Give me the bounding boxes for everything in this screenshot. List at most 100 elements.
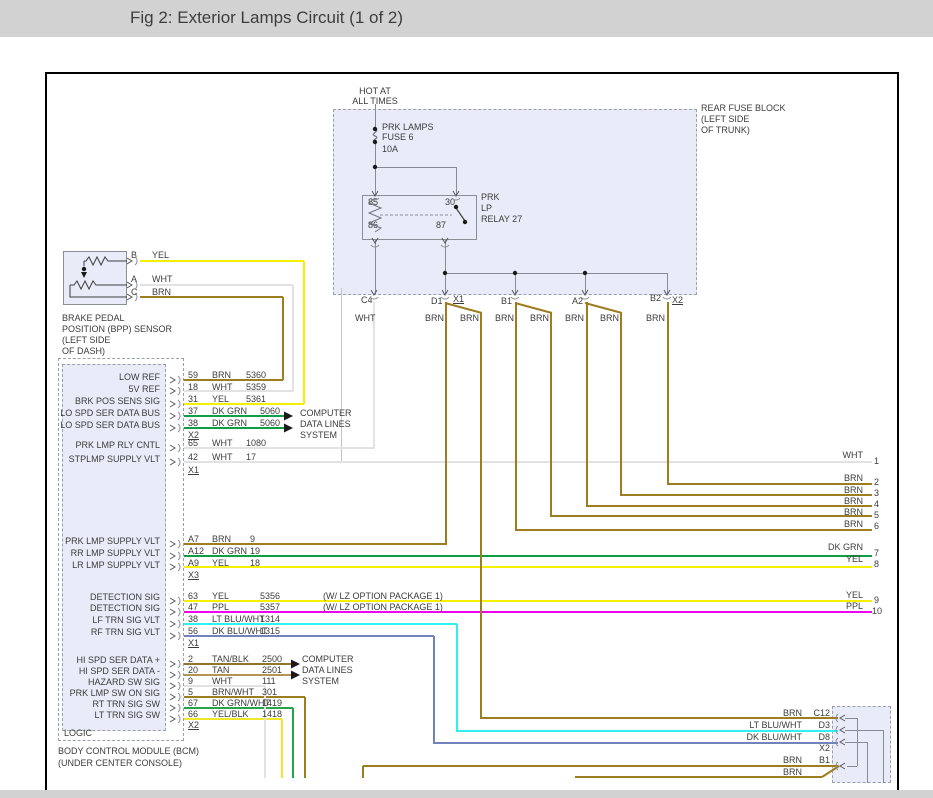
diagram-label: 66 xyxy=(188,709,199,719)
diagram-label: DK BLU/WHT xyxy=(746,732,802,742)
diagram-label: DK GRN xyxy=(212,406,248,416)
diagram-label: BRN xyxy=(530,313,550,323)
diagram-label: DK GRN/WHT xyxy=(212,698,270,708)
wire-segment xyxy=(374,104,376,129)
diagram-label: LO SPD SER DATA BUS xyxy=(60,420,160,430)
diagram-label: LOW REF xyxy=(118,372,160,382)
diagram-label: PRK LMP SUPPLY VLT xyxy=(65,536,160,546)
diagram-label: BRN xyxy=(495,313,515,323)
diagram-label: BRN xyxy=(843,519,863,529)
diagram-label: 6 xyxy=(874,521,880,531)
diagram-label: DATA LINES xyxy=(300,419,351,429)
diagram-label: 63 xyxy=(188,591,199,601)
wire-segment xyxy=(374,142,376,196)
wire-segment xyxy=(184,543,446,545)
diagram-label: 47 xyxy=(188,602,199,612)
diagram-label: OF TRUNK) xyxy=(701,125,750,135)
wire-segment xyxy=(140,284,293,286)
diagram-label: DATA LINES xyxy=(302,665,353,675)
wire-segment xyxy=(845,717,857,719)
figure-title: Fig 2: Exterior Lamps Circuit (1 of 2) xyxy=(130,8,404,27)
wire-segment xyxy=(184,390,293,392)
wire-segment xyxy=(515,302,517,531)
wire-segment xyxy=(845,729,883,731)
diagram-label: WHT xyxy=(212,676,233,686)
diagram-label: 1314 xyxy=(260,614,281,624)
diagram-label: YEL xyxy=(845,590,863,600)
diagram-label: POSITION (BPP) SENSOR xyxy=(62,324,173,334)
diagram-label: A9 xyxy=(188,558,200,568)
wire-segment xyxy=(184,696,305,698)
diagram-label: BRN xyxy=(843,496,863,506)
diagram-label: 1315 xyxy=(260,626,281,636)
wire-segment xyxy=(340,288,342,462)
wire-segment xyxy=(264,686,266,778)
diagram-label: X3 xyxy=(188,570,200,580)
diagram-label: BRN xyxy=(565,313,585,323)
diagram-label: 20 xyxy=(188,665,199,675)
diagram-label: 19 xyxy=(250,546,261,556)
bcm-logic-box xyxy=(62,364,166,731)
diagram-label: 2501 xyxy=(262,665,283,675)
diagram-label: SYSTEM xyxy=(302,676,340,686)
diagram-label: 301 xyxy=(262,687,278,697)
diagram-label: 38 xyxy=(188,418,199,428)
diagram-label: X2 xyxy=(672,295,684,305)
diagram-label: BRN xyxy=(782,767,802,777)
diagram-label: C4 xyxy=(361,295,373,305)
diagram-label: (UNDER CENTER CONSOLE) xyxy=(58,758,183,768)
wire-segment xyxy=(184,415,288,417)
wire-segment xyxy=(434,742,838,744)
wire-segment xyxy=(184,707,293,709)
wire-segment xyxy=(184,685,265,687)
diagram-label: WHT xyxy=(212,382,233,392)
wire-segment xyxy=(140,260,304,262)
diagram-label: A12 xyxy=(188,546,205,556)
diagram-label: ALL TIMES xyxy=(352,96,398,106)
wire-segment xyxy=(586,302,588,507)
diagram-label: REAR FUSE BLOCK xyxy=(701,103,786,113)
diagram-label: COMPUTER xyxy=(300,408,352,418)
diagram-label: B2 xyxy=(650,293,662,303)
diagram-label: 5 xyxy=(188,687,194,697)
diagram-label: BODY CONTROL MODULE (BCM) xyxy=(58,746,200,756)
diagram-label: 1418 xyxy=(262,709,283,719)
bcm-outer-box xyxy=(58,358,184,741)
diagram-label: 2500 xyxy=(262,654,283,664)
diagram-label: BRN xyxy=(646,313,666,323)
diagram-label: BRN xyxy=(843,473,863,483)
diagram-label: PRK LAMPS xyxy=(382,122,434,132)
diagram-label: HOT AT xyxy=(359,86,391,96)
diagram-label: D8 xyxy=(818,732,830,742)
wire-segment xyxy=(375,166,456,168)
diagram-label: A2 xyxy=(572,296,584,306)
wire-segment xyxy=(667,302,669,485)
diagram-label: BRN xyxy=(843,485,863,495)
diagram-label: 5060 xyxy=(260,406,281,416)
wire-segment xyxy=(184,427,288,429)
diagram-label: A7 xyxy=(188,534,200,544)
wire-segment xyxy=(292,708,294,778)
wire-segment xyxy=(575,776,822,778)
diagram-label: BRN xyxy=(782,708,802,718)
diagram-label: 2 xyxy=(874,477,880,487)
wire-segment xyxy=(587,505,872,507)
figure-title-bar: Fig 2: Exterior Lamps Circuit (1 of 2) xyxy=(0,0,933,37)
diagram-label: 5361 xyxy=(246,394,267,404)
diagram-label: WHT xyxy=(212,452,233,462)
diagram-label: YEL xyxy=(212,558,230,568)
diagram-label: BRN xyxy=(843,507,863,517)
diagram-label: 30 xyxy=(445,197,456,207)
diagram-label: 4 xyxy=(874,499,880,509)
wire-segment xyxy=(184,718,282,720)
wire-segment xyxy=(184,447,374,449)
diagram-label: X2 xyxy=(188,430,200,440)
diagram-label: YEL/BLK xyxy=(212,709,249,719)
diagram-label: BRN xyxy=(460,313,480,323)
diagram-label: LP xyxy=(481,203,493,213)
wire-segment xyxy=(445,272,667,274)
wire-segment xyxy=(584,273,586,294)
wire-segment xyxy=(882,730,884,783)
wire-segment xyxy=(184,403,304,405)
diagram-label: 31 xyxy=(188,394,199,404)
